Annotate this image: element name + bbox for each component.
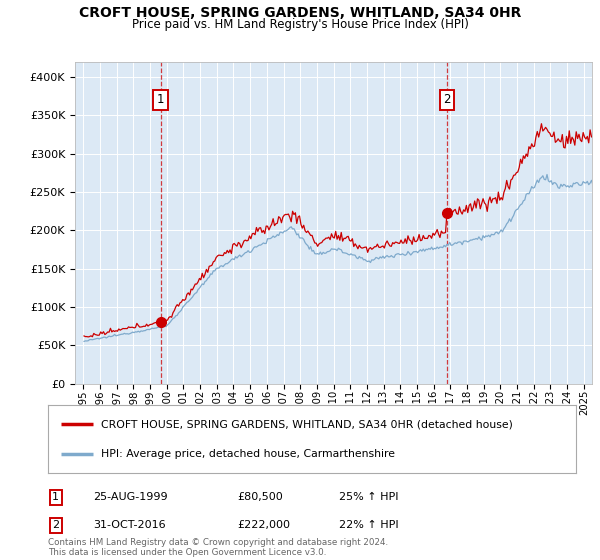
Text: 1: 1 bbox=[157, 94, 164, 106]
Text: 2: 2 bbox=[52, 520, 59, 530]
Text: £80,500: £80,500 bbox=[237, 492, 283, 502]
Text: Contains HM Land Registry data © Crown copyright and database right 2024.
This d: Contains HM Land Registry data © Crown c… bbox=[48, 538, 388, 557]
Text: HPI: Average price, detached house, Carmarthenshire: HPI: Average price, detached house, Carm… bbox=[101, 449, 395, 459]
Text: CROFT HOUSE, SPRING GARDENS, WHITLAND, SA34 0HR: CROFT HOUSE, SPRING GARDENS, WHITLAND, S… bbox=[79, 6, 521, 20]
Text: 1: 1 bbox=[52, 492, 59, 502]
Text: 31-OCT-2016: 31-OCT-2016 bbox=[93, 520, 166, 530]
Text: CROFT HOUSE, SPRING GARDENS, WHITLAND, SA34 0HR (detached house): CROFT HOUSE, SPRING GARDENS, WHITLAND, S… bbox=[101, 419, 512, 429]
Text: 25-AUG-1999: 25-AUG-1999 bbox=[93, 492, 167, 502]
Text: 25% ↑ HPI: 25% ↑ HPI bbox=[339, 492, 398, 502]
Text: Price paid vs. HM Land Registry's House Price Index (HPI): Price paid vs. HM Land Registry's House … bbox=[131, 18, 469, 31]
Text: 22% ↑ HPI: 22% ↑ HPI bbox=[339, 520, 398, 530]
Text: £222,000: £222,000 bbox=[237, 520, 290, 530]
Text: 2: 2 bbox=[443, 94, 451, 106]
